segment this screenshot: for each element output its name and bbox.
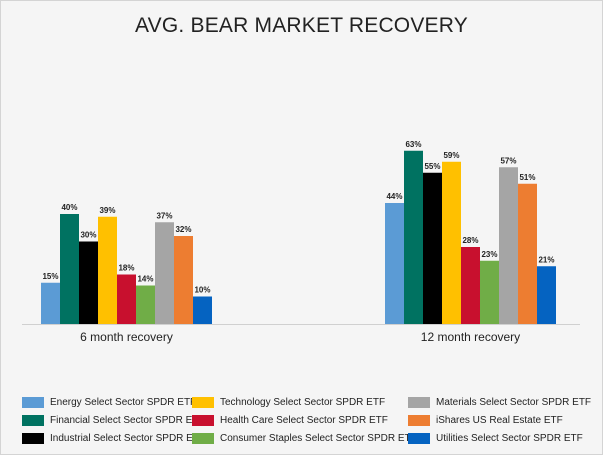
bar-utilities-select-sector-spdr-etf-12m xyxy=(537,266,556,324)
bar-energy-select-sector-spdr-etf-12m xyxy=(385,203,404,324)
legend-swatch xyxy=(192,414,214,426)
category-label: 6 month recovery xyxy=(80,330,173,344)
data-label: 10% xyxy=(194,286,210,295)
legend-swatch xyxy=(22,432,44,444)
chart-title: AVG. BEAR MARKET RECOVERY xyxy=(135,14,468,37)
legend-swatch xyxy=(192,396,214,408)
bar-consumer-staples-select-sector-spdr-etf-12m xyxy=(480,260,499,324)
data-label: 44% xyxy=(386,192,402,201)
bar-technology-select-sector-spdr-etf-6m xyxy=(98,216,117,324)
data-label: 23% xyxy=(481,250,497,259)
data-label: 55% xyxy=(424,162,440,171)
legend-swatch xyxy=(192,432,214,444)
data-label: 39% xyxy=(99,206,115,215)
bar-ishares-us-real-estate-etf-6m xyxy=(174,236,193,324)
data-label: 37% xyxy=(156,211,172,220)
legend-label: Health Care Select Sector SPDR ETF xyxy=(220,414,388,426)
data-label: 15% xyxy=(42,272,58,281)
bar-materials-select-sector-spdr-etf-6m xyxy=(155,222,174,324)
legend-swatch xyxy=(408,432,430,444)
legend-label: Technology Select Sector SPDR ETF xyxy=(220,396,386,408)
bar-industrial-select-sector-spdr-etf-6m xyxy=(79,241,98,324)
bar-industrial-select-sector-spdr-etf-12m xyxy=(423,172,442,324)
legend-label: Financial Select Sector SPDR ETF xyxy=(50,414,205,426)
legend-label: Energy Select Sector SPDR ETF xyxy=(50,396,197,408)
bar-financial-select-sector-spdr-etf-12m xyxy=(404,150,423,324)
legend-label: Consumer Staples Select Sector SPDR ETF xyxy=(220,432,417,444)
legend-item-utilities-select-sector-spdr-etf: Utilities Select Sector SPDR ETF xyxy=(408,431,583,445)
category-label: 12 month recovery xyxy=(421,330,520,344)
bar-consumer-staples-select-sector-spdr-etf-6m xyxy=(136,285,155,324)
legend-item-technology-select-sector-spdr-etf: Technology Select Sector SPDR ETF xyxy=(192,395,385,409)
chart-legend: Energy Select Sector SPDR ETF Financial S… xyxy=(22,395,592,451)
bar-utilities-select-sector-spdr-etf-6m xyxy=(193,296,212,324)
legend-item-energy-select-sector-spdr-etf: Energy Select Sector SPDR ETF xyxy=(22,395,196,409)
legend-item-financial-select-sector-spdr-etf: Financial Select Sector SPDR ETF xyxy=(22,413,205,427)
data-label: 63% xyxy=(405,140,421,149)
legend-swatch xyxy=(22,414,44,426)
bar-financial-select-sector-spdr-etf-6m xyxy=(60,214,79,324)
bar-materials-select-sector-spdr-etf-12m xyxy=(499,167,518,324)
data-label: 30% xyxy=(80,231,96,240)
data-label: 21% xyxy=(538,255,554,264)
legend-swatch xyxy=(408,414,430,426)
data-label: 59% xyxy=(443,151,459,160)
legend-label: Utilities Select Sector SPDR ETF xyxy=(436,432,583,444)
bar-chart-plot: 15% 40% 30% 39% 18%14% 37%32% 10% 6 month recov… xyxy=(22,140,580,344)
legend-item-consumer-staples-select-sector-spdr-etf: Consumer Staples Select Sector SPDR ETF xyxy=(192,431,417,445)
bar-energy-select-sector-spdr-etf-6m xyxy=(41,282,60,324)
legend-item-health-care-select-sector-spdr-etf: Health Care Select Sector SPDR ETF xyxy=(192,413,388,427)
data-label: 40% xyxy=(61,203,77,212)
legend-swatch xyxy=(408,396,430,408)
legend-item-materials-select-sector-spdr-etf: Materials Select Sector SPDR ETF xyxy=(408,395,591,409)
bar-health-care-select-sector-spdr-etf-6m xyxy=(117,274,136,324)
data-label: 18% xyxy=(118,264,134,273)
bar-ishares-us-real-estate-etf-12m xyxy=(518,183,537,324)
legend-item-ishares-us-real-estate-etf: iShares US Real Estate ETF xyxy=(408,413,563,427)
data-label: 14% xyxy=(137,275,153,284)
data-label: 51% xyxy=(519,173,535,182)
legend-label: Materials Select Sector SPDR ETF xyxy=(436,396,592,408)
data-label: 32% xyxy=(175,225,191,234)
bar-health-care-select-sector-spdr-etf-12m xyxy=(461,247,480,324)
data-label: 57% xyxy=(500,156,516,165)
legend-item-industrial-select-sector-spdr-etf: Industrial Select Sector SPDR ETF xyxy=(22,431,205,445)
legend-label: iShares US Real Estate ETF xyxy=(436,414,563,426)
legend-label: Industrial Select Sector SPDR ETF xyxy=(50,432,206,444)
data-label: 28% xyxy=(462,236,478,245)
bar-technology-select-sector-spdr-etf-12m xyxy=(442,161,461,324)
legend-swatch xyxy=(22,396,44,408)
